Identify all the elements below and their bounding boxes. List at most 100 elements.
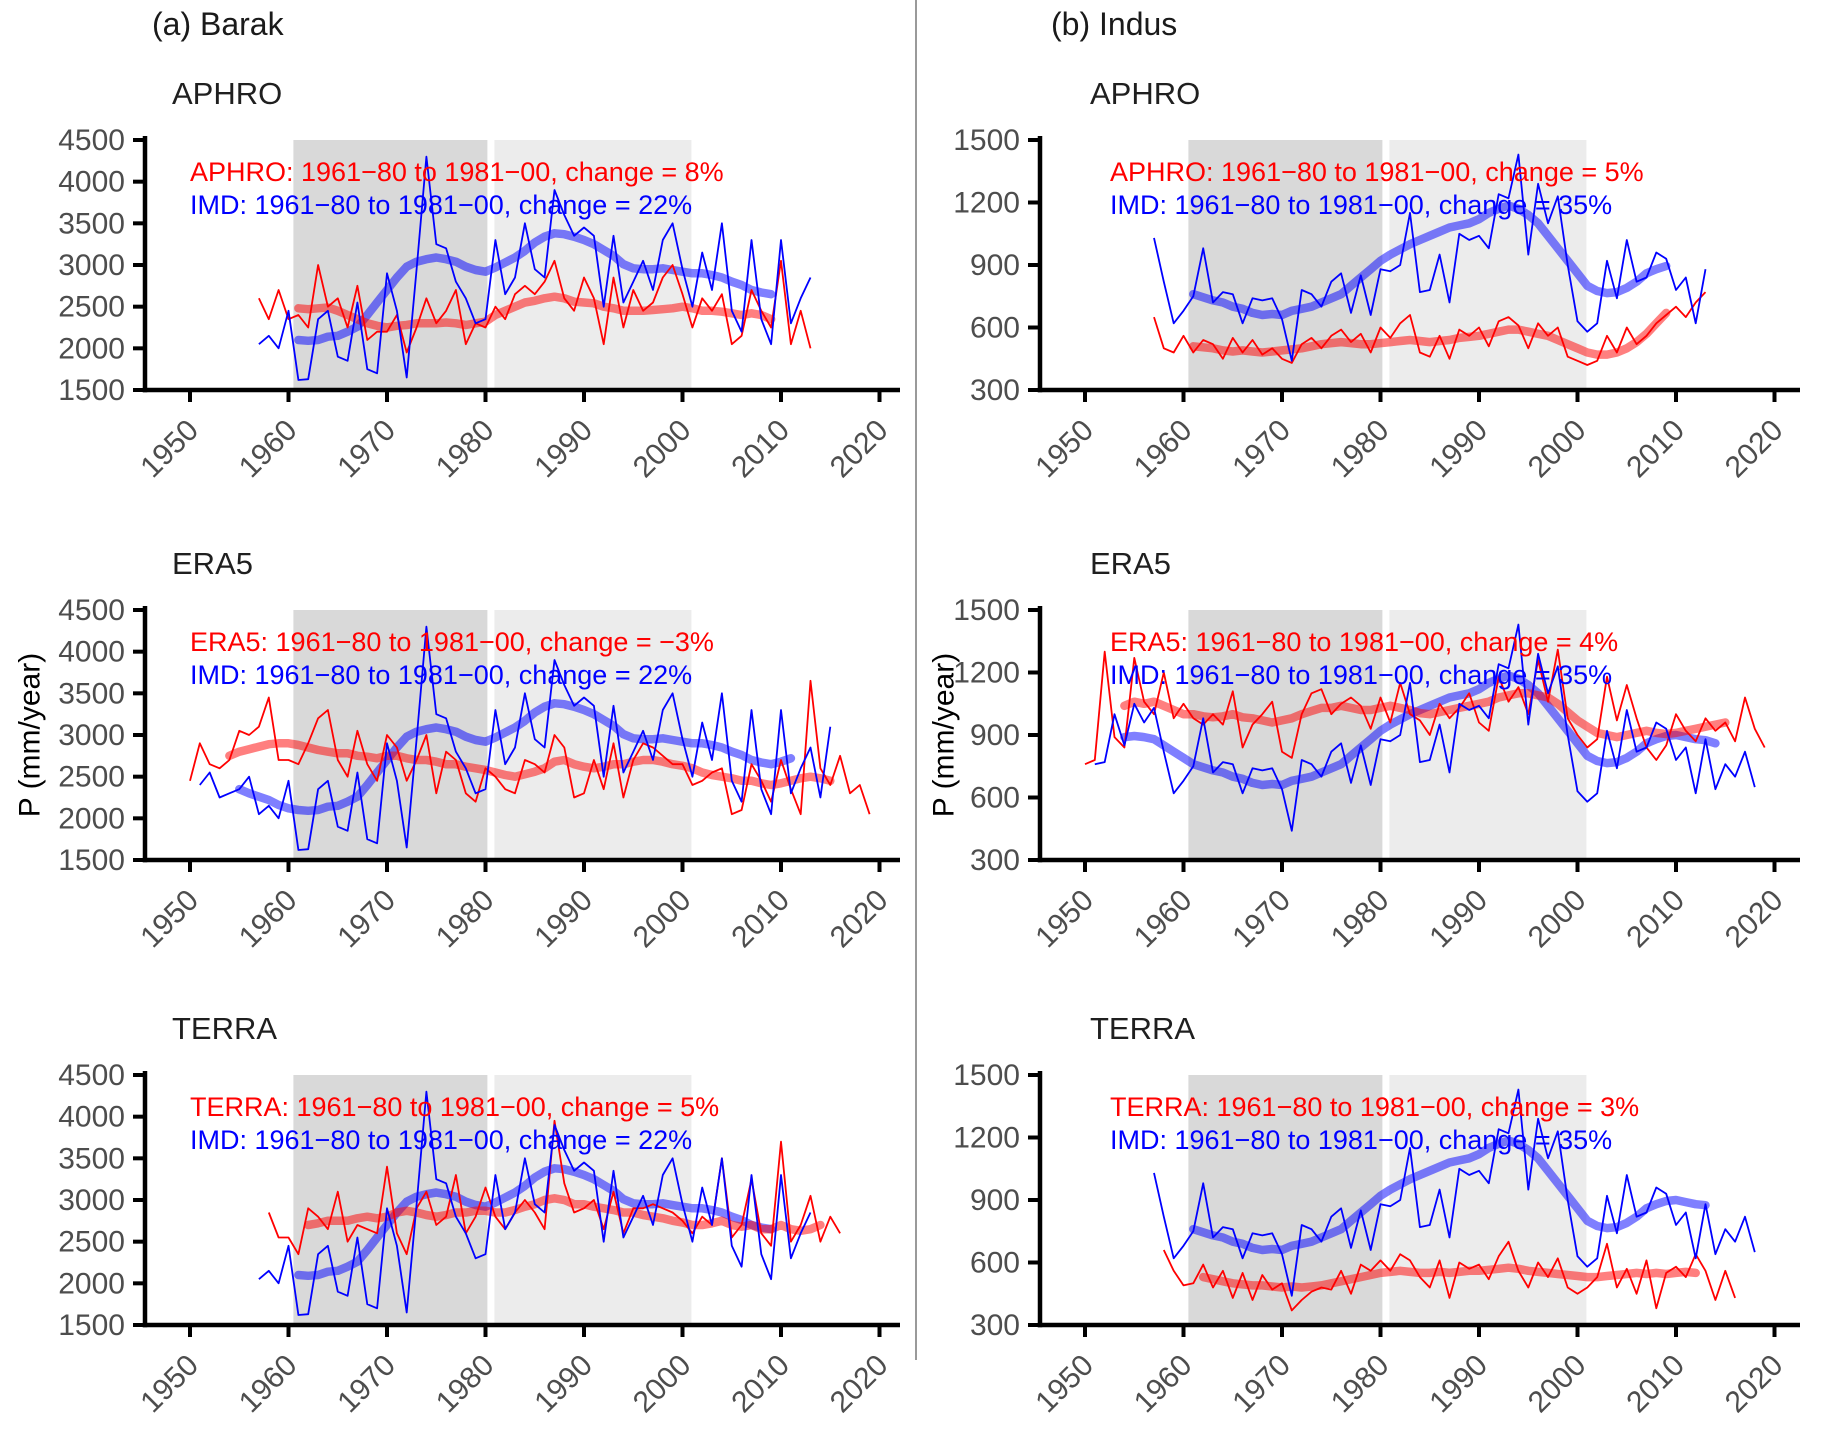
x-tick-label: 2020 xyxy=(1719,1349,1790,1420)
annotation-dataset-change: TERRA: 1961−80 to 1981−00, change = 3% xyxy=(1110,1092,1640,1122)
y-tick-label: 300 xyxy=(970,1309,1020,1342)
imd-smoothed-line xyxy=(294,1164,776,1281)
x-tick-label: 1970 xyxy=(1226,884,1297,955)
annotation-dataset-change: ERA5: 1961−80 to 1981−00, change = −3% xyxy=(190,627,714,657)
imd-annual-line xyxy=(1153,1088,1756,1297)
x-tick-label: 1960 xyxy=(233,1349,304,1420)
annotation-imd-change: IMD: 1961−80 to 1981−00, change = 22% xyxy=(190,1125,693,1155)
x-tick-label: 1980 xyxy=(1325,414,1396,485)
y-tick-label: 1200 xyxy=(953,1122,1020,1155)
imd-annual-line xyxy=(199,625,832,851)
panel-title-barak-era5: ERA5 xyxy=(172,546,253,581)
y-tick-label: 900 xyxy=(970,719,1020,752)
annotation-imd-change: IMD: 1961−80 to 1981−00, change = 35% xyxy=(1110,190,1613,220)
imd-smoothed-line xyxy=(1189,1136,1710,1255)
y-tick-label: 1500 xyxy=(953,1059,1020,1092)
x-tick-label: 2000 xyxy=(627,884,698,955)
annotation-dataset-change: APHRO: 1961−80 to 1981−00, change = 8% xyxy=(190,157,724,187)
annotation-dataset-change: APHRO: 1961−80 to 1981−00, change = 5% xyxy=(1110,157,1644,187)
annotation-dataset-change: TERRA: 1961−80 to 1981−00, change = 5% xyxy=(190,1092,720,1122)
panel-title-barak-aphro: APHRO xyxy=(172,76,283,111)
x-tick-label: 1980 xyxy=(430,414,501,485)
y-tick-label: 1500 xyxy=(953,594,1020,627)
y-tick-label: 3500 xyxy=(58,677,125,710)
y-tick-label: 3000 xyxy=(58,249,125,282)
shading-band xyxy=(1389,1075,1587,1325)
x-tick-label: 2000 xyxy=(627,1349,698,1420)
y-tick-label: 2000 xyxy=(58,802,125,835)
x-tick-label: 2000 xyxy=(1522,884,1593,955)
y-tick-label: 3500 xyxy=(58,1142,125,1175)
annotation-imd-change: IMD: 1961−80 to 1981−00, change = 22% xyxy=(190,190,693,220)
panel-title-indus-terra: TERRA xyxy=(1090,1011,1196,1046)
annotation-dataset-change: ERA5: 1961−80 to 1981−00, change = 4% xyxy=(1110,627,1619,657)
x-tick-label: 1960 xyxy=(1128,884,1199,955)
shading-band xyxy=(1188,610,1383,860)
y-tick-label: 1500 xyxy=(58,1309,125,1342)
x-tick-label: 1990 xyxy=(528,414,599,485)
x-tick-label: 2000 xyxy=(627,414,698,485)
y-tick-label: 1500 xyxy=(953,124,1020,157)
x-tick-label: 2000 xyxy=(1522,1349,1593,1420)
x-tick-label: 1990 xyxy=(1423,414,1494,485)
panel-title-indus-aphro: APHRO xyxy=(1090,76,1201,111)
y-tick-label: 1500 xyxy=(58,844,125,877)
column-title-barak: (a) Barak xyxy=(152,6,284,42)
y-tick-label: 300 xyxy=(970,844,1020,877)
x-tick-label: 1980 xyxy=(1325,884,1396,955)
x-tick-label: 1950 xyxy=(134,414,205,485)
y-tick-label: 300 xyxy=(970,374,1020,407)
x-tick-label: 2010 xyxy=(725,884,796,955)
x-tick-label: 1960 xyxy=(1128,1349,1199,1420)
y-tick-label: 1200 xyxy=(953,657,1020,690)
panel-title-barak-terra: TERRA xyxy=(172,1011,278,1046)
dataset-annual-line xyxy=(189,679,871,816)
y-axis-label-right: P (mm/year) xyxy=(927,652,961,818)
column-divider xyxy=(915,0,917,1360)
imd-annual-line xyxy=(1153,153,1707,362)
y-axis-label-left: P (mm/year) xyxy=(13,652,47,818)
x-tick-label: 2020 xyxy=(1719,414,1790,485)
y-tick-label: 4500 xyxy=(58,1059,125,1092)
x-tick-label: 2010 xyxy=(725,414,796,485)
x-tick-label: 1950 xyxy=(1029,414,1100,485)
y-tick-label: 1200 xyxy=(953,187,1020,220)
y-tick-label: 4000 xyxy=(58,636,125,669)
shading-band xyxy=(1389,610,1587,860)
x-tick-label: 2010 xyxy=(725,1349,796,1420)
imd-smoothed-line xyxy=(294,229,776,346)
annotation-imd-change: IMD: 1961−80 to 1981−00, change = 35% xyxy=(1110,660,1613,690)
y-tick-label: 900 xyxy=(970,249,1020,282)
y-tick-label: 2500 xyxy=(58,291,125,324)
x-tick-label: 1970 xyxy=(1226,414,1297,485)
dataset-smoothed-line xyxy=(1189,308,1671,359)
x-tick-label: 2010 xyxy=(1620,884,1691,955)
y-tick-label: 4000 xyxy=(58,166,125,199)
dataset-annual-line xyxy=(258,259,812,354)
x-tick-label: 1990 xyxy=(528,884,599,955)
y-tick-label: 3000 xyxy=(58,719,125,752)
x-tick-label: 1990 xyxy=(1423,884,1494,955)
y-tick-label: 2000 xyxy=(58,1267,125,1300)
x-tick-label: 1950 xyxy=(134,1349,205,1420)
dataset-smoothed-line xyxy=(294,292,776,332)
panel-title-indus-era5: ERA5 xyxy=(1090,546,1171,581)
dataset-annual-line xyxy=(1084,648,1766,766)
y-tick-label: 3000 xyxy=(58,1184,125,1217)
y-tick-label: 4000 xyxy=(58,1101,125,1134)
y-tick-label: 3500 xyxy=(58,207,125,240)
x-tick-label: 1980 xyxy=(430,1349,501,1420)
imd-annual-line xyxy=(258,155,812,381)
x-tick-label: 2010 xyxy=(1620,414,1691,485)
y-tick-label: 4500 xyxy=(58,594,125,627)
x-tick-label: 1960 xyxy=(233,884,304,955)
x-tick-label: 1970 xyxy=(1226,1349,1297,1420)
panel-era5-barak: 1500 2000 2500 3000 3500 4000 4500 1950 1960 1970… xyxy=(58,594,900,954)
y-tick-label: 600 xyxy=(970,1247,1020,1280)
x-tick-label: 1980 xyxy=(430,884,501,955)
column-title-indus: (b) Indus xyxy=(1051,6,1178,42)
y-tick-label: 600 xyxy=(970,782,1020,815)
y-tick-label: 2500 xyxy=(58,761,125,794)
